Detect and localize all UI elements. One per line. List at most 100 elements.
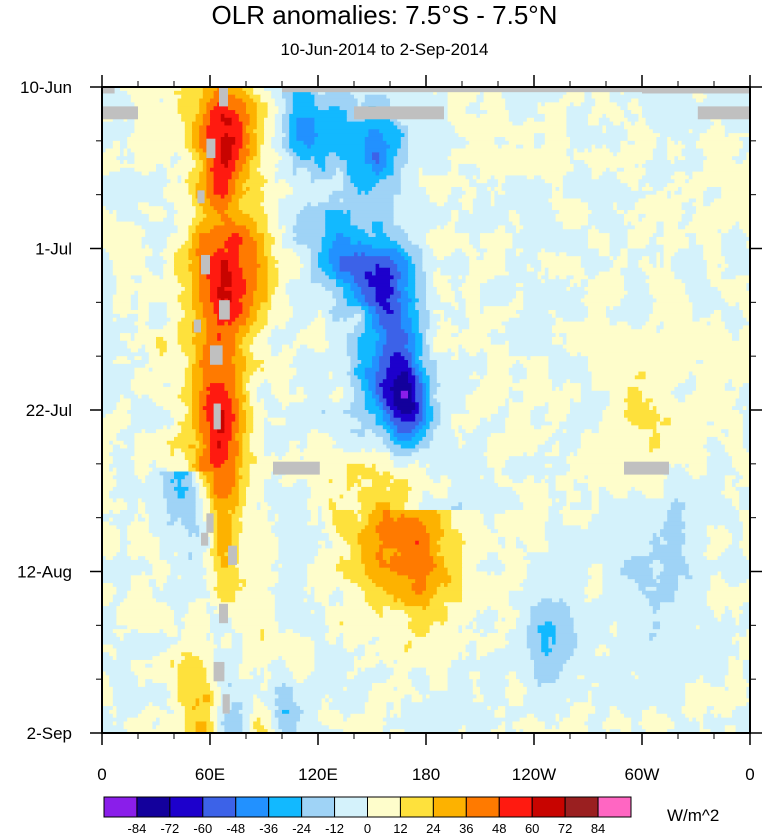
anomaly-cell	[109, 256, 146, 261]
anomaly-cell	[224, 383, 236, 388]
anomaly-cell	[213, 498, 240, 503]
anomaly-cell	[638, 163, 643, 169]
anomaly-cell	[660, 621, 737, 626]
anomaly-cell	[656, 425, 744, 430]
anomaly-cell	[598, 248, 611, 253]
anomaly-cell	[735, 621, 740, 626]
anomaly-cell	[415, 579, 427, 584]
anomaly-cell	[138, 629, 161, 634]
anomaly-cell	[418, 517, 441, 523]
anomaly-cell	[678, 575, 686, 580]
anomaly-cell	[159, 548, 207, 553]
anomaly-cell	[436, 509, 452, 515]
anomaly-cell	[267, 221, 279, 227]
anomaly-cell	[386, 590, 416, 596]
anomaly-cell	[505, 636, 528, 642]
anomaly-cell	[530, 617, 575, 623]
anomaly-cell	[397, 117, 449, 123]
anomaly-cell	[440, 417, 452, 423]
anomaly-cell	[130, 575, 168, 580]
anomaly-cell	[548, 436, 582, 442]
anomaly-cell	[444, 602, 510, 607]
anomaly-cell	[278, 275, 301, 280]
anomaly-cell	[328, 275, 337, 280]
anomaly-cell	[174, 267, 189, 273]
anomaly-cell	[580, 198, 639, 203]
anomaly-cell	[393, 167, 402, 173]
anomaly-cell	[620, 267, 643, 273]
anomaly-cell	[163, 98, 179, 103]
anomaly-cell	[177, 175, 182, 180]
anomaly-cell	[260, 160, 279, 165]
anomaly-cell	[523, 363, 549, 369]
anomaly-cell	[102, 483, 117, 488]
anomaly-cell	[685, 394, 740, 400]
anomaly-cell	[112, 302, 132, 307]
anomaly-cell	[480, 348, 485, 353]
anomaly-cell	[130, 336, 135, 342]
anomaly-cell	[195, 533, 200, 538]
anomaly-cell	[271, 140, 283, 146]
anomaly-cell	[692, 94, 708, 100]
anomaly-cell	[462, 502, 524, 507]
anomaly-cell	[422, 267, 438, 273]
anomaly-cell	[274, 521, 308, 526]
anomaly-cell	[271, 233, 283, 238]
anomaly-cell	[292, 160, 315, 165]
anomaly-cell	[580, 436, 650, 442]
anomaly-cell	[307, 325, 326, 330]
anomaly-cell	[721, 271, 750, 277]
anomaly-cell	[721, 310, 744, 315]
anomaly-cell	[354, 663, 377, 669]
anomaly-cell	[181, 636, 207, 642]
anomaly-cell	[285, 659, 315, 665]
anomaly-cell	[274, 98, 287, 103]
anomaly-cell	[714, 421, 744, 426]
anomaly-cell	[426, 413, 434, 419]
anomaly-cell	[343, 279, 355, 284]
anomaly-cell	[487, 417, 492, 423]
anomaly-cell	[199, 398, 207, 403]
anomaly-cell	[714, 613, 722, 619]
anomaly-cell	[192, 125, 200, 130]
anomaly-cell	[591, 517, 668, 523]
anomaly-cell	[685, 540, 711, 546]
anomaly-cell	[660, 571, 690, 576]
anomaly-cell	[343, 644, 359, 650]
anomaly-cell	[238, 536, 279, 542]
anomaly-cell	[577, 352, 582, 357]
anomaly-cell	[422, 167, 452, 173]
anomaly-cell	[170, 160, 179, 165]
anomaly-cell	[195, 113, 204, 119]
anomaly-cell	[300, 156, 312, 161]
anomaly-cell	[742, 417, 750, 423]
anomaly-cell	[112, 310, 150, 315]
anomaly-cell	[238, 117, 251, 123]
anomaly-cell	[116, 648, 168, 653]
anomaly-cell	[332, 521, 369, 526]
anomaly-cell	[249, 483, 265, 488]
anomaly-cell	[516, 490, 549, 496]
anomaly-cell	[264, 133, 276, 138]
anomaly-cell	[490, 190, 495, 196]
anomaly-cell	[120, 167, 135, 173]
anomaly-cell	[663, 248, 679, 253]
anomaly-cell	[307, 567, 337, 573]
anomaly-cell	[710, 606, 726, 611]
anomaly-cell	[724, 479, 733, 484]
anomaly-cell	[206, 171, 215, 177]
anomaly-cell	[102, 152, 121, 157]
anomaly-cell	[127, 625, 179, 630]
anomaly-cell	[339, 602, 344, 607]
anomaly-cell	[166, 240, 186, 246]
anomaly-cell	[382, 513, 391, 519]
anomaly-cell	[260, 148, 276, 153]
anomaly-cell	[375, 529, 427, 534]
anomaly-cell	[490, 336, 553, 342]
anomaly-cell	[739, 540, 750, 546]
anomaly-cell	[739, 394, 750, 400]
anomaly-cell	[472, 198, 492, 203]
anomaly-cell	[278, 160, 294, 165]
anomaly-cell	[116, 402, 132, 407]
anomaly-cell	[451, 160, 571, 165]
